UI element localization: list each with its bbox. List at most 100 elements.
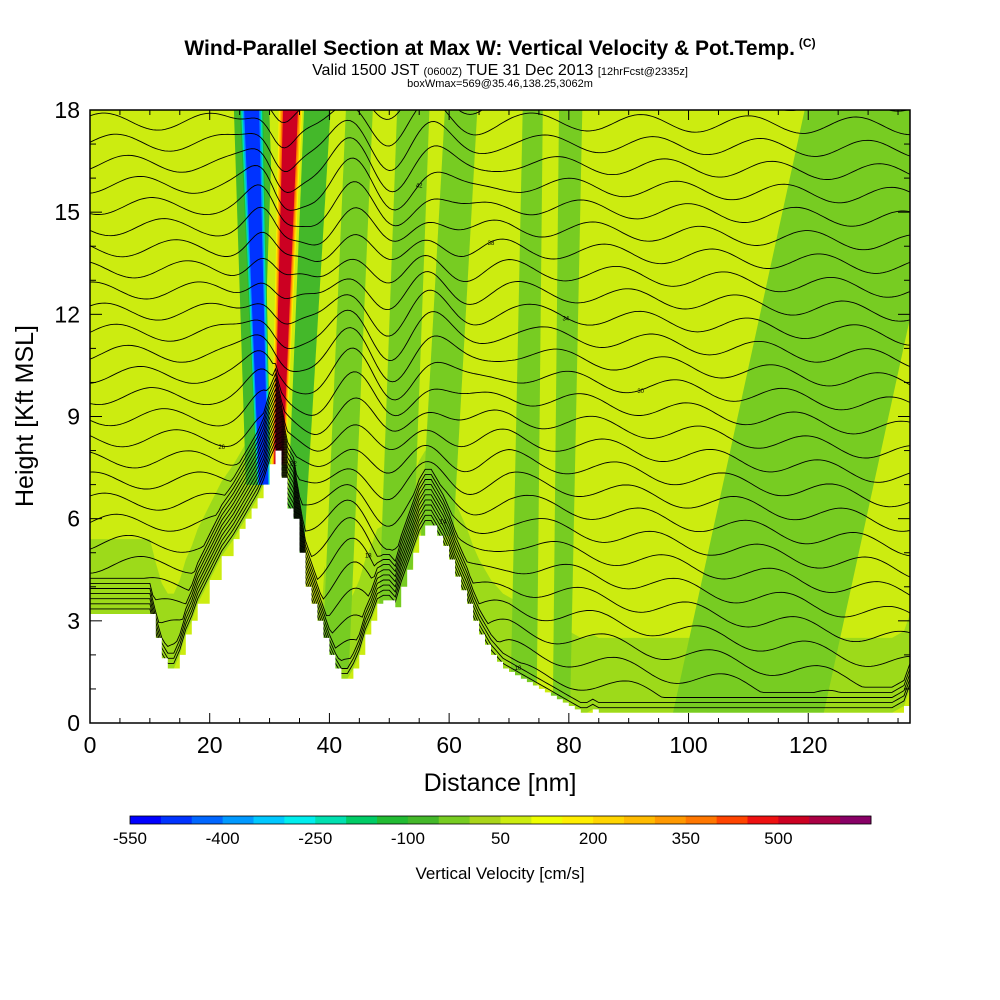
- y-tick-label: 12: [54, 301, 80, 327]
- velocity-plume-core: [274, 110, 298, 465]
- y-tick-label: 18: [54, 97, 80, 123]
- velocity-plume: [421, 110, 478, 536]
- colorbar-swatch: [130, 816, 162, 824]
- colorbar-swatch: [284, 816, 316, 824]
- isentrope-label: 46: [341, 104, 348, 110]
- colorbar-frame: [129, 815, 872, 825]
- chart-title: Wind-Parallel Section at Max W: Vertical…: [184, 36, 816, 60]
- isentrope-line: [90, 289, 910, 346]
- isentrope-line: [90, 367, 910, 435]
- isentrope-line: [90, 428, 910, 693]
- colorbar-label: Vertical Velocity [cm/s]: [415, 864, 585, 883]
- y-tick-label: 15: [54, 199, 80, 225]
- x-tick-label: 0: [84, 732, 97, 758]
- colorbar-swatch: [840, 816, 872, 824]
- colorbar-tick-label: -550: [113, 829, 147, 848]
- colorbar-tick-label: 500: [764, 829, 792, 848]
- y-tick-label: 0: [67, 710, 80, 736]
- isentrope-line: [90, 433, 910, 698]
- y-axis-label: Height [Kft MSL]: [11, 325, 39, 507]
- colorbar-swatch: [809, 816, 841, 824]
- colorbar-tick-labels: -550 -400 -250 -100 50 200 350 500: [113, 829, 793, 848]
- y-tick-label: 6: [67, 506, 80, 532]
- colorbar-swatch: [778, 816, 810, 824]
- colorbar-swatch: [685, 816, 718, 824]
- colorbar-swatch: [624, 816, 656, 824]
- isentrope-line: [90, 443, 910, 709]
- colorbar-swatch: [654, 816, 687, 824]
- velocity-plume: [673, 110, 910, 713]
- colorbar-tick-label: 350: [672, 829, 700, 848]
- axis-ticks: [89, 109, 910, 724]
- isentrope-line: [90, 327, 910, 387]
- isentrope-line: [90, 413, 910, 643]
- colorbar-swatch: [160, 816, 193, 824]
- colorbar-swatch: [500, 816, 532, 824]
- colorbar-tick-label: 200: [579, 829, 607, 848]
- colorbar-swatch: [438, 816, 471, 824]
- isentrope-line: [90, 423, 910, 688]
- isentrope-label: 10: [515, 666, 522, 672]
- colorbar-swatch: [747, 816, 779, 824]
- colorbar-swatch: [346, 816, 378, 824]
- isentrope-line: [90, 403, 910, 596]
- chart-subtitle: Valid 1500 JST (0600Z) TUE 31 Dec 2013 […: [0, 62, 1000, 80]
- colorbar-swatch: [377, 816, 409, 824]
- isentrope-line: [90, 255, 910, 298]
- velocity-plume: [536, 110, 559, 693]
- isentrope-label: 42: [416, 184, 423, 190]
- isentrope-line: [90, 438, 910, 704]
- x-tick-labels: 0 20 40 60 80 100 120: [84, 732, 828, 758]
- colorbar-swatch: [315, 816, 347, 824]
- isentrope-label: 14: [440, 519, 447, 525]
- subtitle-zulu: (0600Z): [423, 66, 463, 78]
- isentrope-line: [90, 110, 910, 149]
- isentrope-line: [90, 181, 910, 228]
- velocity-plume: [286, 110, 331, 553]
- x-tick-label: 80: [556, 732, 582, 758]
- velocity-plume: [300, 110, 353, 604]
- y-tick-label: 9: [67, 404, 80, 430]
- terrain-mask: [90, 450, 910, 723]
- colorbar-swatch: [469, 816, 501, 824]
- isentrope-line: [90, 382, 910, 508]
- isentrope-line: [90, 398, 910, 578]
- y-tick-label: 3: [67, 608, 80, 634]
- title-mark: (C): [798, 36, 816, 50]
- subtitle-fcst: [12hrFcst@2335z]: [597, 66, 688, 78]
- isentrope-line: [90, 137, 910, 193]
- x-tick-label: 20: [197, 732, 223, 758]
- y-tick-labels: 0 3 6 9 12 15 18: [54, 97, 80, 736]
- colorbar-tick-label: -100: [391, 829, 425, 848]
- colorbar-swatch: [407, 816, 440, 824]
- isentrope-line: [90, 408, 910, 618]
- colorbar-tick-label: 50: [491, 829, 510, 848]
- colorbar-swatch: [191, 816, 224, 824]
- x-tick-label: 120: [789, 732, 827, 758]
- colorbar-tick-label: -400: [206, 829, 240, 848]
- isentrope-line: [90, 392, 910, 557]
- isentrope-line: [90, 347, 910, 411]
- colorbar: [129, 815, 872, 825]
- colorbar-swatch: [222, 816, 254, 824]
- x-axis-label: Distance [nm]: [424, 769, 577, 797]
- isentrope-line: [90, 377, 910, 483]
- colorbar-swatch: [716, 816, 748, 824]
- isentrope-label: 38: [488, 241, 495, 247]
- colorbar-tick-label: -250: [298, 829, 332, 848]
- isentrope-line: [90, 206, 910, 251]
- subtitle-date: TUE 31 Dec 2013: [466, 62, 594, 79]
- subtitle-prefix: Valid 1500 JST: [312, 62, 420, 79]
- x-tick-label: 40: [317, 732, 343, 758]
- isentrope-line: [90, 372, 910, 459]
- isentrope-line: [90, 309, 910, 368]
- isentrope-line: [90, 271, 910, 322]
- colorbar-swatch: [562, 816, 594, 824]
- isentrope-line: [90, 119, 910, 172]
- isentrope-label: 22: [290, 462, 297, 468]
- x-tick-label: 60: [436, 732, 462, 758]
- colorbar-swatch: [593, 816, 625, 824]
- velocity-plume: [379, 110, 430, 608]
- isentrope-label: 34: [562, 317, 569, 323]
